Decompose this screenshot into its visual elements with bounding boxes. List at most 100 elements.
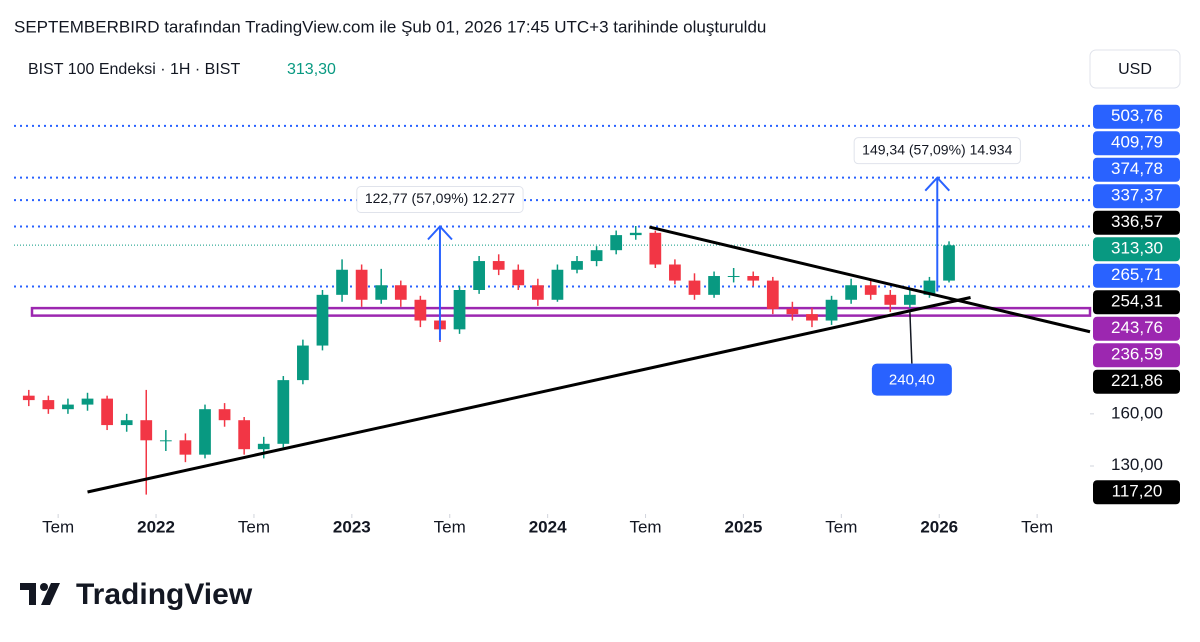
measure-label-box <box>853 137 1021 165</box>
currency-button[interactable] <box>1089 49 1181 89</box>
price-label-text: 236,59 <box>1111 345 1163 364</box>
measure-label: 149,34 (57,09%) 14.934 <box>853 137 1021 165</box>
candle-body <box>81 398 94 405</box>
candle-body <box>159 440 172 442</box>
price-label-box <box>1093 184 1180 209</box>
candle-body <box>453 289 466 330</box>
price-label-box <box>1093 290 1180 315</box>
candle-body <box>806 314 818 321</box>
price-label-text: 243,76 <box>1111 318 1163 337</box>
candle-body <box>669 264 681 281</box>
symbol-price: 313,30 <box>287 61 336 78</box>
candle-body <box>727 276 740 278</box>
candle-body <box>884 294 897 305</box>
candle-body <box>708 276 720 295</box>
x-tick-label: 2024 <box>529 517 567 536</box>
candle-body <box>179 440 192 455</box>
candle-body <box>629 232 642 236</box>
candle-body <box>355 269 368 300</box>
trendline <box>649 225 1091 334</box>
page-title: SEPTEMBERBIRD tarafından TradingView.com… <box>14 17 766 36</box>
x-tick-label: Tem <box>238 517 270 536</box>
candle-body <box>923 280 936 295</box>
candle-body <box>277 380 290 444</box>
candle-body <box>492 261 505 270</box>
candle-body <box>649 232 662 265</box>
trendline <box>87 296 971 494</box>
price-label-box <box>1093 237 1180 262</box>
y-tick-label: 130,00 <box>1111 455 1163 474</box>
price-label-text: 374,78 <box>1111 159 1163 178</box>
y-tick-label: 160,00 <box>1111 403 1163 422</box>
callout-pointer <box>909 311 913 364</box>
candle-body <box>199 409 211 455</box>
candle-body <box>766 280 779 309</box>
candle-body <box>864 285 877 295</box>
candle-body <box>42 400 55 410</box>
x-tick-label: 2025 <box>725 517 763 536</box>
callout-text: 240,40 <box>889 372 935 389</box>
candle-body <box>257 443 270 450</box>
candle-body <box>943 245 955 281</box>
price-label-box <box>1093 369 1180 394</box>
x-tick-label: Tem <box>825 517 857 536</box>
callout-box <box>871 363 952 396</box>
candle-body <box>747 276 760 281</box>
x-tick-label: 2023 <box>333 517 371 536</box>
price-label-text: 117,20 <box>1112 482 1163 501</box>
price-label-text: 409,79 <box>1111 133 1163 152</box>
candle-body <box>297 345 309 381</box>
candle-body <box>22 395 35 401</box>
candle-body <box>786 308 799 315</box>
measure-label-text: 149,34 (57,09%) 14.934 <box>862 141 1012 157</box>
x-tick-label: Tem <box>1021 517 1053 536</box>
candle-body <box>845 285 858 300</box>
candle-body <box>336 269 348 295</box>
price-label-box <box>1093 104 1180 129</box>
price-label-text: 265,71 <box>1111 265 1163 284</box>
price-label-text: 254,31 <box>1111 292 1163 311</box>
price-label-text: 337,37 <box>1111 186 1163 205</box>
candle-body <box>62 404 74 410</box>
price-label-box <box>1093 157 1180 182</box>
currency-text[interactable]: USD <box>1118 61 1152 78</box>
candle-body <box>825 299 838 321</box>
candle-body <box>688 280 701 295</box>
logo-icon <box>20 583 60 605</box>
candle-body <box>590 250 603 262</box>
candle-body <box>571 261 583 270</box>
price-label-text: 221,86 <box>1111 371 1163 390</box>
price-label-text: 336,57 <box>1111 212 1163 231</box>
price-label-box <box>1093 480 1180 505</box>
x-tick-label: Tem <box>629 517 661 536</box>
candle-body <box>394 285 407 300</box>
measure-arrow-head <box>924 176 951 192</box>
measure-label-box <box>356 186 524 214</box>
x-tick-label: Tem <box>434 517 466 536</box>
price-label-box <box>1093 263 1180 288</box>
candle-body <box>610 235 623 251</box>
logo-text: TradingView <box>76 578 253 611</box>
x-tick-label: 2022 <box>137 517 175 536</box>
candle-body <box>531 285 544 300</box>
measure-arrow-head <box>427 225 453 241</box>
price-label-box <box>1093 316 1180 341</box>
candle-body <box>238 420 251 450</box>
candle-body <box>101 398 113 426</box>
x-tick-label: 2026 <box>920 517 958 536</box>
candle-body <box>551 269 564 300</box>
candle-body <box>316 294 329 346</box>
candle-body <box>473 261 485 290</box>
x-tick-label: Tem <box>42 517 74 536</box>
candle-body <box>903 294 916 305</box>
price-label-box <box>1093 343 1180 368</box>
candle-body <box>218 409 231 421</box>
price-label-text: 313,30 <box>1111 239 1163 258</box>
zone <box>30 306 1092 317</box>
candle-body <box>140 420 153 441</box>
candle-body <box>375 285 388 300</box>
price-label-box <box>1093 131 1180 156</box>
measure-label-text: 122,77 (57,09%) 12.277 <box>365 190 515 206</box>
price-label-text: 503,76 <box>1111 106 1163 125</box>
